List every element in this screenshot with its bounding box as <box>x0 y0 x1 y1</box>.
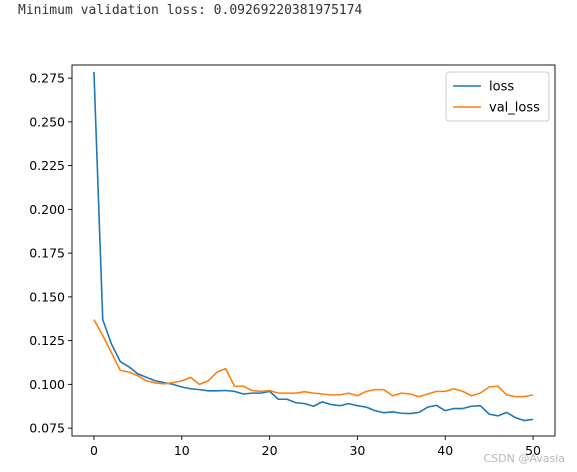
y-tick-label: 0.225 <box>29 158 65 173</box>
series-line-loss <box>93 71 534 422</box>
x-tick-label: 10 <box>174 443 190 458</box>
y-tick-label: 0.200 <box>29 202 65 217</box>
x-tick-label: 0 <box>90 443 98 458</box>
console-output: Minimum validation loss: 0.0926922038197… <box>18 3 363 18</box>
x-tick-label: 20 <box>262 443 278 458</box>
chart-legend: loss val_loss <box>445 71 550 122</box>
y-tick-label: 0.075 <box>29 421 65 436</box>
y-tick-label: 0.100 <box>29 377 65 392</box>
x-tick-label: 30 <box>349 443 365 458</box>
y-tick-label: 0.150 <box>29 289 65 304</box>
y-tick-label: 0.275 <box>29 71 65 86</box>
x-tick-label: 50 <box>525 443 541 458</box>
x-tick-label: 40 <box>437 443 453 458</box>
legend-label-val_loss: val_loss <box>489 101 540 116</box>
legend-label-loss: loss <box>489 80 514 95</box>
plot-frame <box>71 64 556 437</box>
y-tick-label: 0.250 <box>29 114 65 129</box>
legend-box <box>445 71 550 122</box>
axes-layer: 0 10 20 30 40 50 0.075 0.100 0.125 0.150 0.175 0.20… <box>29 64 556 458</box>
y-tick-label: 0.125 <box>29 333 65 348</box>
y-tick-label: 0.175 <box>29 246 65 261</box>
watermark: CSDN @Avasla <box>483 452 565 465</box>
series-line-val_loss <box>93 319 534 398</box>
plot-layer <box>93 71 534 422</box>
